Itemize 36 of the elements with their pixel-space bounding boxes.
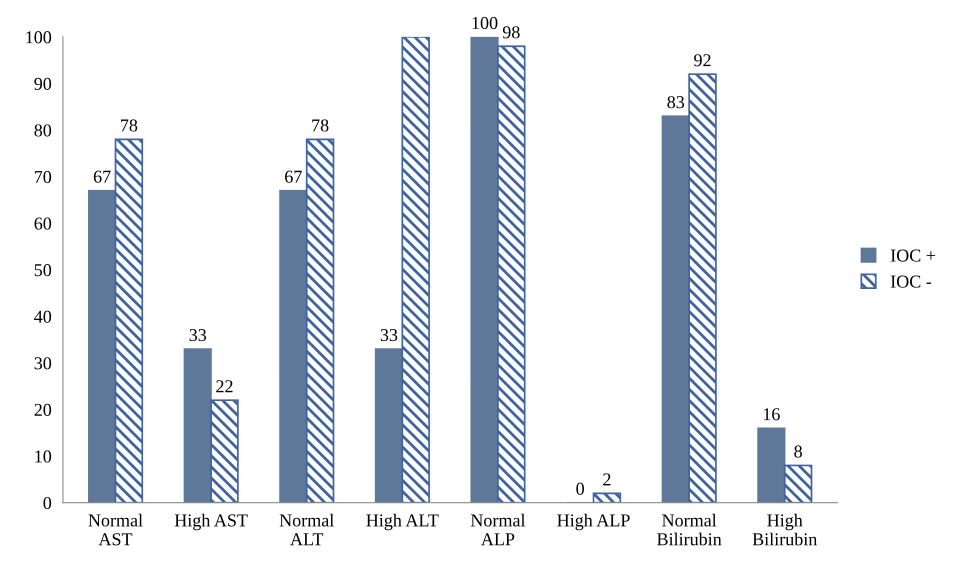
data-label: 2 xyxy=(603,473,610,486)
data-label: 22 xyxy=(216,380,233,392)
y-tick-label: 20 xyxy=(34,404,52,416)
data-label: 33 xyxy=(190,329,206,342)
data-label: 33 xyxy=(380,329,398,342)
legend-label: IOC - xyxy=(890,276,932,288)
x-tick-label: High ALT xyxy=(366,514,439,530)
x-tick-label: High AST xyxy=(174,514,248,530)
data-label: 0 xyxy=(576,482,584,495)
x-tick-label: High ALP xyxy=(557,514,630,530)
x-tick-label: High Bilirubin xyxy=(752,514,818,546)
y-tick-label: 10 xyxy=(35,450,52,463)
data-label: 83 xyxy=(667,96,684,108)
y-tick-label: 0 xyxy=(43,496,52,510)
legend-label: IOC + xyxy=(890,249,936,262)
y-tick-label: 100 xyxy=(26,31,52,44)
x-tick-label: Normal AST xyxy=(88,514,143,546)
y-tick-label: 70 xyxy=(34,170,52,184)
data-label: 8 xyxy=(794,445,802,458)
y-tick-label: 80 xyxy=(34,124,52,137)
y-tick-label: 30 xyxy=(34,357,52,370)
y-tick-label: 40 xyxy=(34,310,52,323)
y-tick-label: 60 xyxy=(34,217,52,230)
data-label: 67 xyxy=(285,170,302,183)
y-tick-label: 90 xyxy=(34,78,52,90)
data-label: 67 xyxy=(94,170,111,183)
data-label: 92 xyxy=(694,54,711,66)
data-label: 98 xyxy=(502,26,520,38)
x-tick-label: Normal ALP xyxy=(470,514,526,546)
data-label: 16 xyxy=(764,408,780,420)
x-tick-label: Normal ALT xyxy=(280,514,334,546)
x-tick-label: Normal Bilirubin xyxy=(657,514,722,546)
y-tick-label: 50 xyxy=(34,264,52,276)
data-label: 78 xyxy=(121,119,138,132)
data-label: 78 xyxy=(312,119,328,132)
data-label: 100 xyxy=(472,16,498,30)
